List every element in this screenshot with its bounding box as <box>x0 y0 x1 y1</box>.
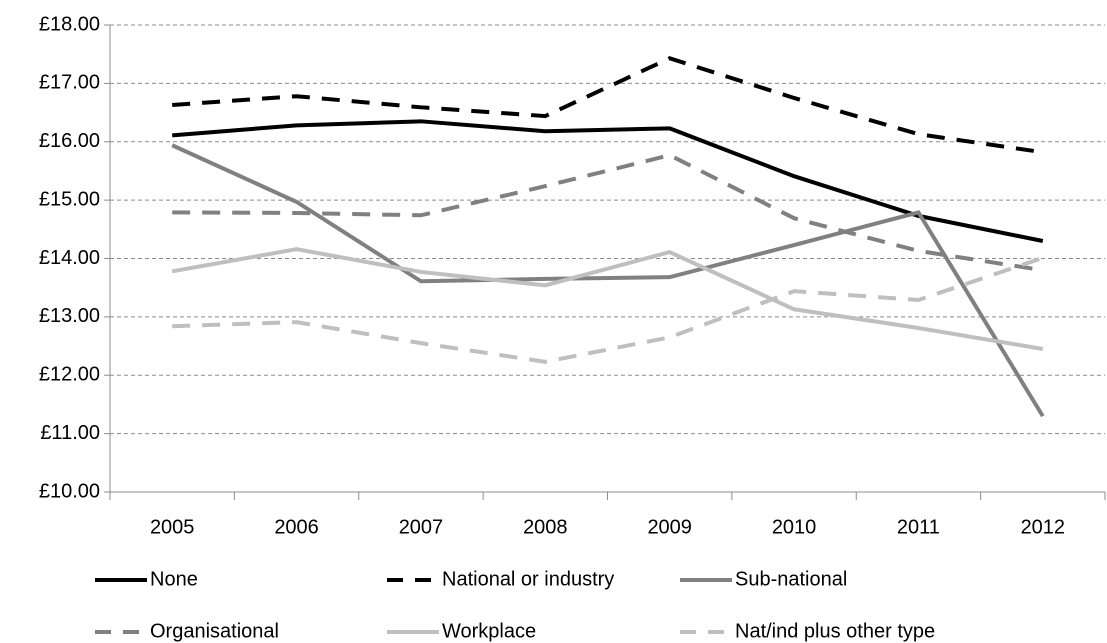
x-tick-label: 2009 <box>647 516 692 538</box>
x-tick-label: 2012 <box>1021 516 1066 538</box>
series-line <box>172 153 1044 273</box>
y-tick-label: £12.00 <box>39 364 100 386</box>
series-line <box>172 56 1044 155</box>
y-tick-label: £11.00 <box>40 422 100 444</box>
x-tick-label: 2011 <box>897 516 940 538</box>
series-line <box>171 143 1045 418</box>
series-line <box>172 256 1044 364</box>
legend-label: Workplace <box>442 620 536 642</box>
legend-label: Organisational <box>150 620 279 642</box>
y-tick-label: £10.00 <box>39 480 100 502</box>
y-tick-label: £18.00 <box>39 13 100 35</box>
legend-label: None <box>150 568 198 590</box>
y-tick-label: £15.00 <box>39 188 100 210</box>
y-tick-label: £16.00 <box>39 130 100 152</box>
x-tick-label: 2005 <box>150 516 195 538</box>
series-line <box>172 119 1044 243</box>
legend-label: Nat/ind plus other type <box>735 620 935 642</box>
y-tick-label: £13.00 <box>39 305 100 327</box>
legend-label: Sub-national <box>735 568 847 590</box>
x-tick-label: 2010 <box>772 516 817 538</box>
x-tick-label: 2007 <box>399 516 444 538</box>
legend-label: National or industry <box>442 568 614 590</box>
x-tick-label: 2006 <box>274 516 319 538</box>
x-tick-label: 2008 <box>523 516 568 538</box>
series-line <box>171 247 1044 351</box>
y-tick-label: £14.00 <box>39 247 100 269</box>
y-tick-label: £17.00 <box>39 72 100 94</box>
